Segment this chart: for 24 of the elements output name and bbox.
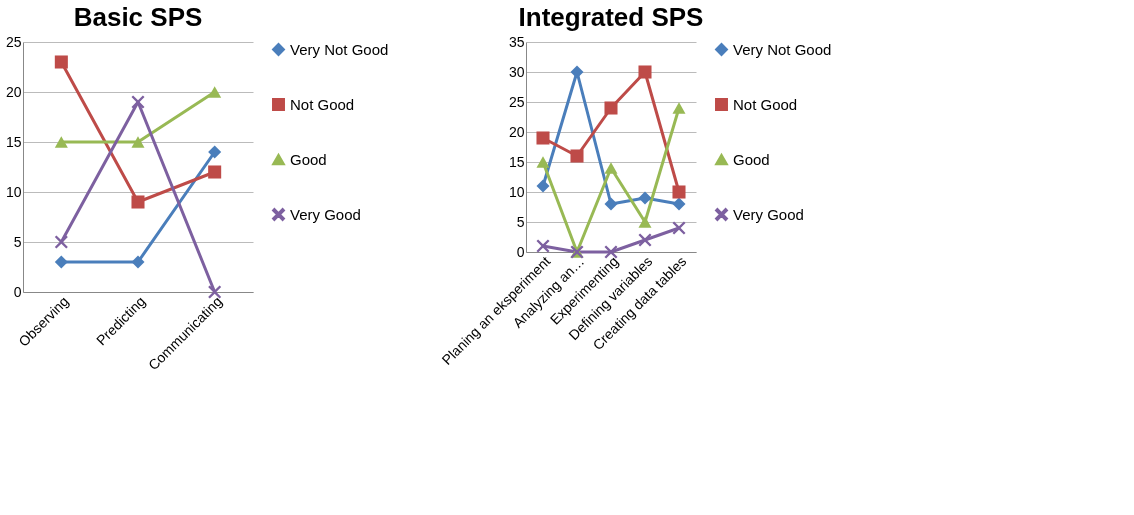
- y-tick-label: 30: [508, 63, 525, 80]
- y-tick-label: 25: [508, 93, 525, 110]
- chart-title: Integrated SPS: [518, 2, 704, 32]
- y-tick-label: 10: [508, 183, 525, 200]
- y-tick-label: 35: [508, 33, 525, 50]
- legend-label: Very Good: [290, 205, 361, 223]
- y-tick-label: 15: [5, 133, 22, 150]
- legend-label: Very Good: [733, 205, 804, 223]
- y-tick-label: 0: [13, 283, 22, 300]
- y-tick-label: 10: [5, 183, 22, 200]
- y-tick-label: 25: [5, 33, 22, 50]
- y-tick-label: 15: [508, 153, 525, 170]
- y-tick-label: 5: [516, 213, 525, 230]
- legend-label: Not Good: [733, 95, 798, 113]
- y-tick-label: 0: [516, 243, 525, 260]
- legend-label: Very Not Good: [290, 40, 389, 58]
- legend-label: Good: [733, 150, 770, 168]
- chart-title: Basic SPS: [73, 2, 203, 32]
- y-tick-label: 20: [508, 123, 525, 140]
- legend-label: Not Good: [290, 95, 355, 113]
- y-tick-label: 20: [5, 83, 22, 100]
- legend-label: Good: [290, 150, 327, 168]
- y-tick-label: 5: [13, 233, 22, 250]
- legend-label: Very Not Good: [733, 40, 832, 58]
